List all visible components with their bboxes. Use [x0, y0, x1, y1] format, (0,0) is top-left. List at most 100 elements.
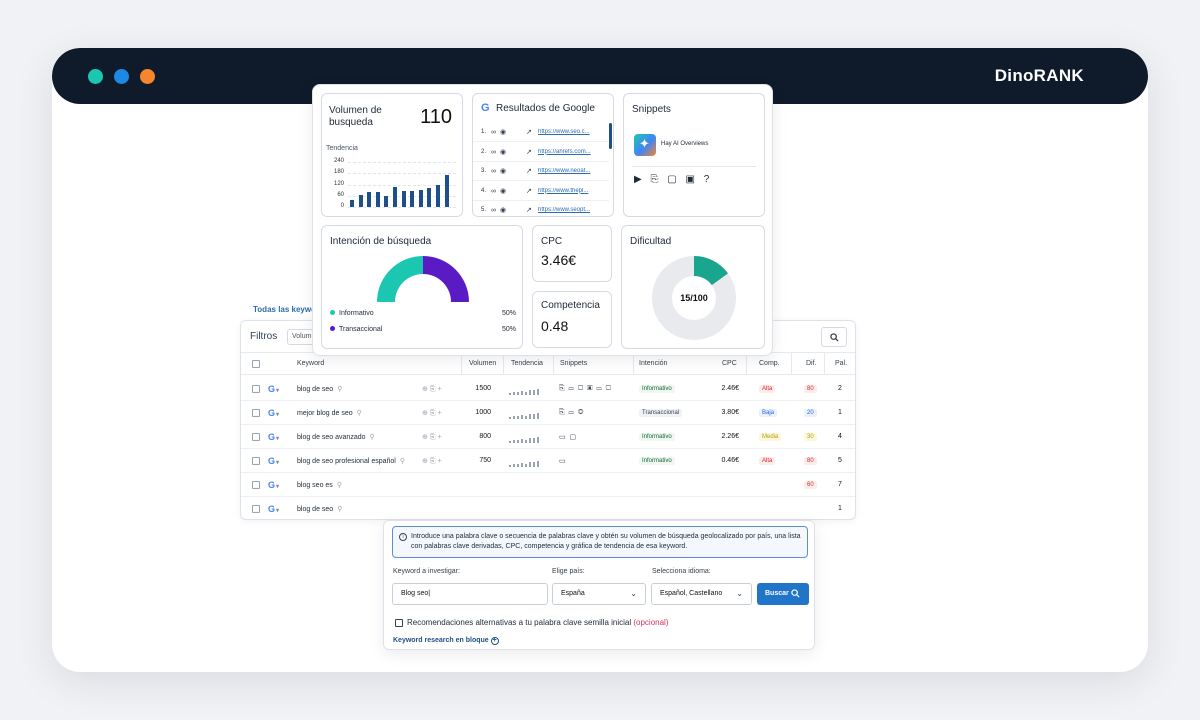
country-select[interactable]: España ⌄ — [552, 583, 646, 605]
magnifier-icon[interactable]: ⚲ — [369, 434, 375, 441]
result-link-eye-icons[interactable]: ∞◉ — [491, 148, 511, 156]
trend-bar — [525, 464, 527, 467]
trend-bar — [517, 440, 519, 443]
keyword-text[interactable]: blog de seo profesional español — [297, 458, 396, 465]
external-link-icon[interactable]: ↗ — [526, 207, 536, 214]
google-icon[interactable]: G▾ — [268, 408, 280, 418]
result-link-eye-icons[interactable]: ∞◉ — [491, 207, 511, 214]
google-results-title: Resultados de Google — [496, 103, 595, 114]
external-link-icon[interactable]: ↗ — [526, 168, 536, 175]
info-icon: i — [399, 533, 407, 541]
table-row[interactable]: G▾ blog seo es ⚲ 60 7 — [241, 473, 855, 497]
row-action-icons[interactable]: ⊕⎘+ — [422, 434, 444, 441]
header-intencion[interactable]: Intención — [639, 360, 668, 367]
brand-name: DinoRANK — [994, 66, 1084, 85]
header-comp[interactable]: Comp. — [759, 360, 780, 367]
row-checkbox[interactable] — [252, 409, 260, 417]
google-icon[interactable]: G▾ — [268, 480, 280, 490]
header-volumen[interactable]: Volumen — [469, 360, 497, 367]
row-checkbox[interactable] — [252, 481, 260, 489]
magnifier-icon[interactable]: ⚲ — [336, 482, 342, 489]
google-result-row[interactable]: 2. ∞◉ ↗ https://ahrefs.com... — [473, 143, 609, 162]
magnifier-icon[interactable]: ⚲ — [399, 458, 405, 465]
result-url[interactable]: https://ahrefs.com... — [538, 148, 591, 155]
header-keyword[interactable]: Keyword — [297, 360, 325, 367]
keyword-text[interactable]: blog de seo avanzado — [297, 434, 366, 441]
intent-donut-chart — [377, 256, 469, 302]
trend-bar — [517, 392, 519, 395]
cpc-title: CPC — [541, 236, 563, 247]
header-tendencia[interactable]: Tendencia — [511, 360, 543, 367]
search-button[interactable]: Buscar — [757, 583, 809, 605]
keyword-text[interactable]: mejor blog de seo — [297, 410, 353, 417]
external-link-icon[interactable]: ↗ — [526, 148, 536, 156]
trend-bar — [525, 440, 527, 443]
header-pal[interactable]: Pal. — [835, 360, 848, 367]
table-row[interactable]: G▾ mejor blog de seo ⚲ ⊕⎘+ 1000 ⎘ ▭ ◎ Transacc… — [241, 401, 855, 425]
keyword-dashboard: Volumen de busqueda 110 Tendencia 240 180… — [312, 84, 773, 356]
row-action-icons[interactable]: ⊕⎘+ — [422, 458, 444, 465]
results-scrollbar[interactable] — [609, 123, 612, 149]
keyword-text[interactable]: blog de seo — [297, 506, 334, 513]
legend-value: 50% — [501, 310, 516, 317]
result-link-eye-icons[interactable]: ∞◉ — [491, 187, 511, 195]
row-checkbox[interactable] — [252, 457, 260, 465]
result-link-eye-icons[interactable]: ∞◉ — [491, 168, 511, 175]
recommendations-label: Recomendaciones alternativas a tu palabr… — [407, 618, 669, 627]
header-cpc[interactable]: CPC — [722, 360, 737, 367]
magnifier-icon[interactable]: ⚲ — [337, 506, 343, 513]
window-dot-blue[interactable] — [114, 69, 129, 84]
header-snippets[interactable]: Snippets — [560, 360, 588, 367]
keyword-text[interactable]: blog de seo — [297, 386, 334, 393]
keyword-input[interactable]: Blog seo| — [392, 583, 548, 605]
window-dot-orange[interactable] — [140, 69, 155, 84]
trend-bar — [517, 464, 519, 467]
language-select[interactable]: Español, Castellano ⌄ — [651, 583, 752, 605]
google-icon[interactable]: G▾ — [268, 384, 280, 394]
result-url[interactable]: https://www.neoat... — [538, 168, 591, 174]
google-icon[interactable]: G▾ — [268, 504, 280, 514]
row-checkbox[interactable] — [252, 385, 260, 393]
google-icon[interactable]: G▾ — [268, 432, 280, 442]
tab-all-keywords[interactable]: Todas las keyword — [253, 305, 324, 314]
window-dot-teal[interactable] — [88, 69, 103, 84]
intent-card: Intención de búsqueda Informativo 50% Tr… — [321, 225, 523, 349]
table-row[interactable]: G▾ blog de seo profesional español ⚲ ⊕⎘+ 750… — [241, 449, 855, 473]
table-search-button[interactable] — [821, 327, 847, 347]
google-result-row[interactable]: 5. ∞◉ ↗ https://www.seopt... — [473, 201, 609, 216]
external-link-icon[interactable]: ↗ — [526, 187, 536, 195]
google-result-row[interactable]: 1. ∞◉ ↗ https://www.seo.c... — [473, 123, 609, 142]
intent-badge: Informativo — [639, 385, 675, 393]
keyword-field-label: Keyword a investigar: — [393, 568, 460, 575]
result-url[interactable]: https://www.seo.c... — [538, 129, 590, 135]
google-icon[interactable]: G▾ — [268, 456, 280, 466]
magnifier-icon[interactable]: ⚲ — [356, 410, 362, 417]
table-row[interactable]: G▾ blog de seo ⚲ 1 — [241, 497, 855, 519]
table-row[interactable]: G▾ blog de seo ⚲ ⊕⎘+ 1500 ⎘ ▭ ▢ ▣ ▭ ▢ Informat… — [241, 377, 855, 401]
magnifier-icon[interactable]: ⚲ — [337, 386, 343, 393]
result-url[interactable]: https://www.seopt... — [538, 207, 591, 213]
info-text: Introduce una palabra clave o secuencia … — [411, 533, 801, 550]
header-dif[interactable]: Dif. — [806, 360, 817, 367]
row-checkbox[interactable] — [252, 505, 260, 513]
result-url[interactable]: https://www.thepl... — [538, 187, 589, 194]
trend-bar — [509, 441, 511, 443]
trend-bar — [537, 389, 539, 395]
google-result-row[interactable]: 4. ∞◉ ↗ https://www.thepl... — [473, 182, 609, 201]
table-row[interactable]: G▾ blog de seo avanzado ⚲ ⊕⎘+ 800 ▭ ▢ Informat… — [241, 425, 855, 449]
recommendations-checkbox[interactable] — [395, 619, 403, 627]
row-action-icons[interactable]: ⊕⎘+ — [422, 410, 444, 417]
row-action-icons[interactable]: ⊕⎘+ — [422, 386, 444, 393]
row-checkbox[interactable] — [252, 433, 260, 441]
competencia-value: 0.48 — [541, 318, 569, 334]
legend-dot — [330, 326, 335, 331]
google-result-row[interactable]: 3. ∞◉ ↗ https://www.neoat... — [473, 162, 609, 181]
keyword-search-form: i Introduce una palabra clave o secuenci… — [383, 520, 815, 650]
result-link-eye-icons[interactable]: ∞◉ — [491, 129, 511, 136]
keyword-text[interactable]: blog seo es — [297, 482, 333, 489]
word-count-cell: 1 — [838, 505, 842, 512]
select-all-checkbox[interactable] — [252, 360, 260, 368]
external-link-icon[interactable]: ↗ — [526, 129, 536, 136]
bulk-research-link[interactable]: Keyword research en bloque + — [393, 637, 499, 645]
result-position: 5. — [481, 207, 487, 213]
